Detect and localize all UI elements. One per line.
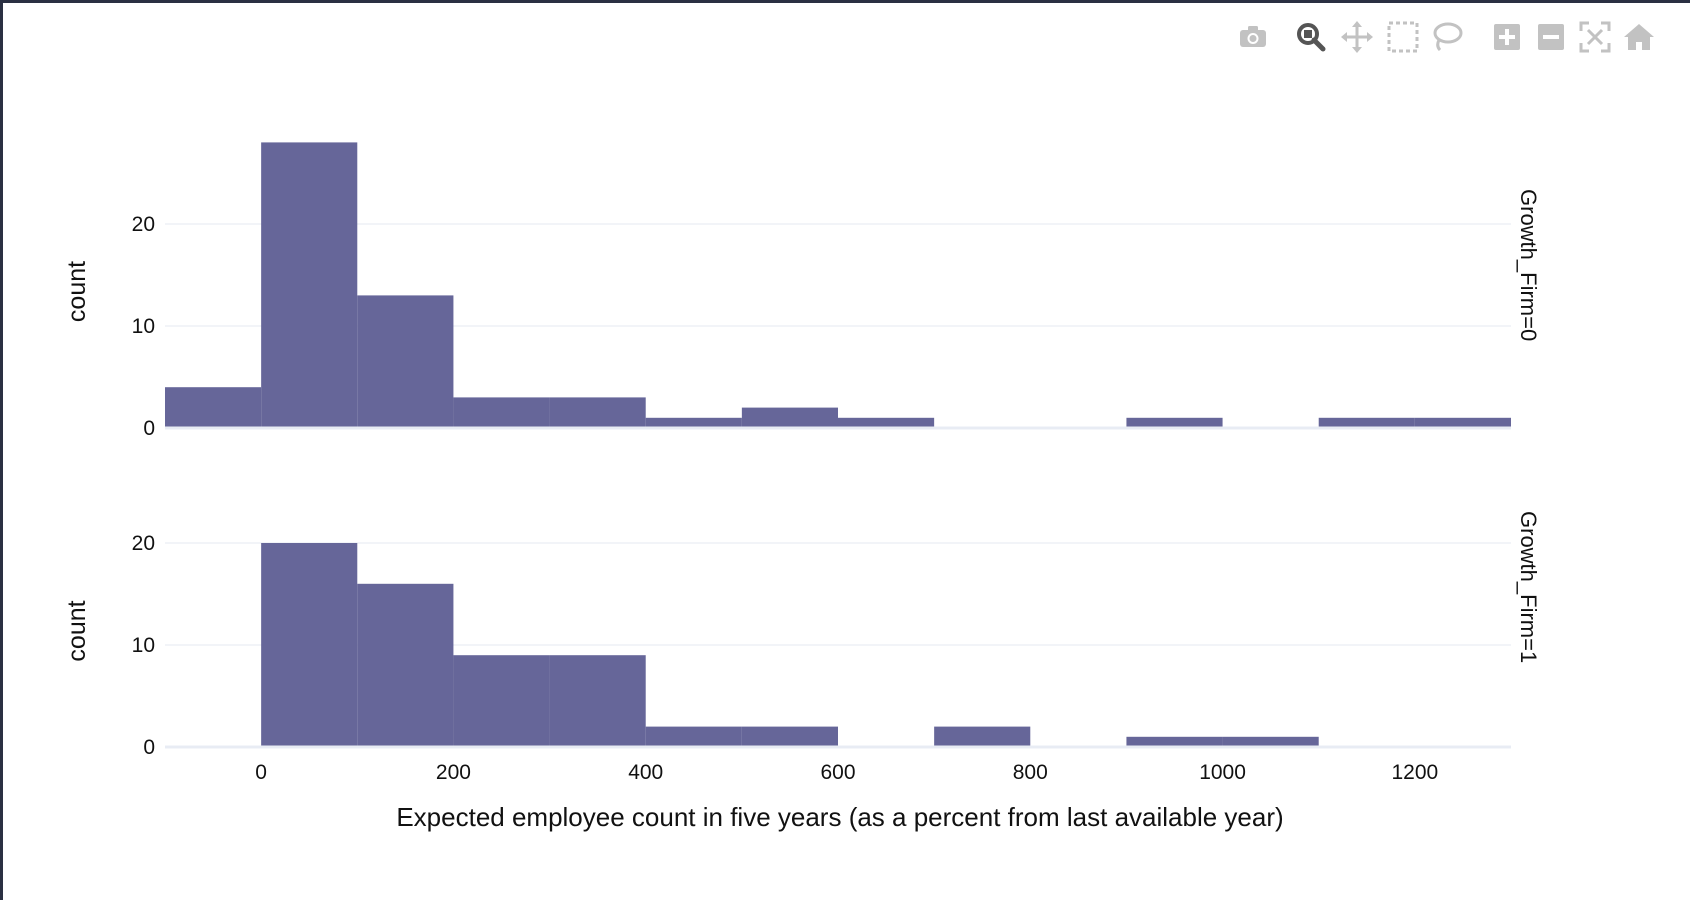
box-select-icon[interactable] bbox=[1383, 17, 1423, 57]
reset-axes-icon[interactable] bbox=[1619, 17, 1659, 57]
y-axis-title: count bbox=[63, 261, 91, 322]
histogram-bar[interactable] bbox=[645, 417, 742, 428]
facet-label: Growth_Firm=0 bbox=[1516, 189, 1541, 341]
histogram-bar[interactable] bbox=[453, 655, 550, 747]
histogram-bar[interactable] bbox=[357, 583, 454, 747]
x-tick-label: 400 bbox=[628, 761, 663, 784]
autoscale-icon[interactable] bbox=[1575, 17, 1615, 57]
histogram-bar[interactable] bbox=[645, 726, 742, 747]
histogram-bar[interactable] bbox=[357, 295, 454, 428]
x-tick-label: 0 bbox=[255, 761, 267, 784]
x-tick-label: 200 bbox=[436, 761, 471, 784]
lasso-select-icon[interactable] bbox=[1427, 17, 1467, 57]
histogram-bar[interactable] bbox=[549, 397, 646, 428]
histogram-bar[interactable] bbox=[549, 655, 646, 747]
histogram-bar[interactable] bbox=[1222, 736, 1319, 747]
histogram-bar[interactable] bbox=[838, 417, 935, 428]
histogram-bar[interactable] bbox=[741, 407, 838, 428]
zoom-icon[interactable] bbox=[1291, 17, 1331, 57]
x-tick-label: 1200 bbox=[1391, 761, 1438, 784]
histogram-bar[interactable] bbox=[934, 726, 1031, 747]
x-tick-label: 1000 bbox=[1199, 761, 1246, 784]
y-tick-label: 20 bbox=[132, 213, 155, 236]
histogram-bar[interactable] bbox=[261, 543, 358, 747]
y-tick-label: 10 bbox=[132, 634, 155, 657]
histogram-bar[interactable] bbox=[165, 387, 262, 428]
camera-icon[interactable] bbox=[1233, 17, 1273, 57]
zoom-in-icon[interactable] bbox=[1487, 17, 1527, 57]
facet-label: Growth_Firm=1 bbox=[1516, 511, 1541, 663]
y-tick-label: 0 bbox=[143, 736, 155, 759]
histogram-chart[interactable]: 0 10 20 count Growth_Firm=0 0 10 20 count Growth_… bbox=[3, 3, 1690, 903]
x-axis-title: Expected employee count in five years (a… bbox=[396, 802, 1283, 832]
x-tick-label: 600 bbox=[820, 761, 855, 784]
histogram-bar[interactable] bbox=[261, 142, 358, 428]
x-tick-label: 800 bbox=[1013, 761, 1048, 784]
histogram-bar[interactable] bbox=[1414, 417, 1511, 428]
histogram-bar[interactable] bbox=[1126, 417, 1223, 428]
pan-icon[interactable] bbox=[1337, 17, 1377, 57]
histogram-bar[interactable] bbox=[453, 397, 550, 428]
y-axis-title: count bbox=[63, 600, 91, 661]
y-tick-label: 10 bbox=[132, 315, 155, 338]
histogram-bar[interactable] bbox=[1318, 417, 1415, 428]
histogram-bar[interactable] bbox=[741, 726, 838, 747]
y-tick-label: 0 bbox=[143, 417, 155, 440]
zoom-out-icon[interactable] bbox=[1531, 17, 1571, 57]
histogram-bar[interactable] bbox=[1126, 736, 1223, 747]
y-tick-label: 20 bbox=[132, 532, 155, 555]
